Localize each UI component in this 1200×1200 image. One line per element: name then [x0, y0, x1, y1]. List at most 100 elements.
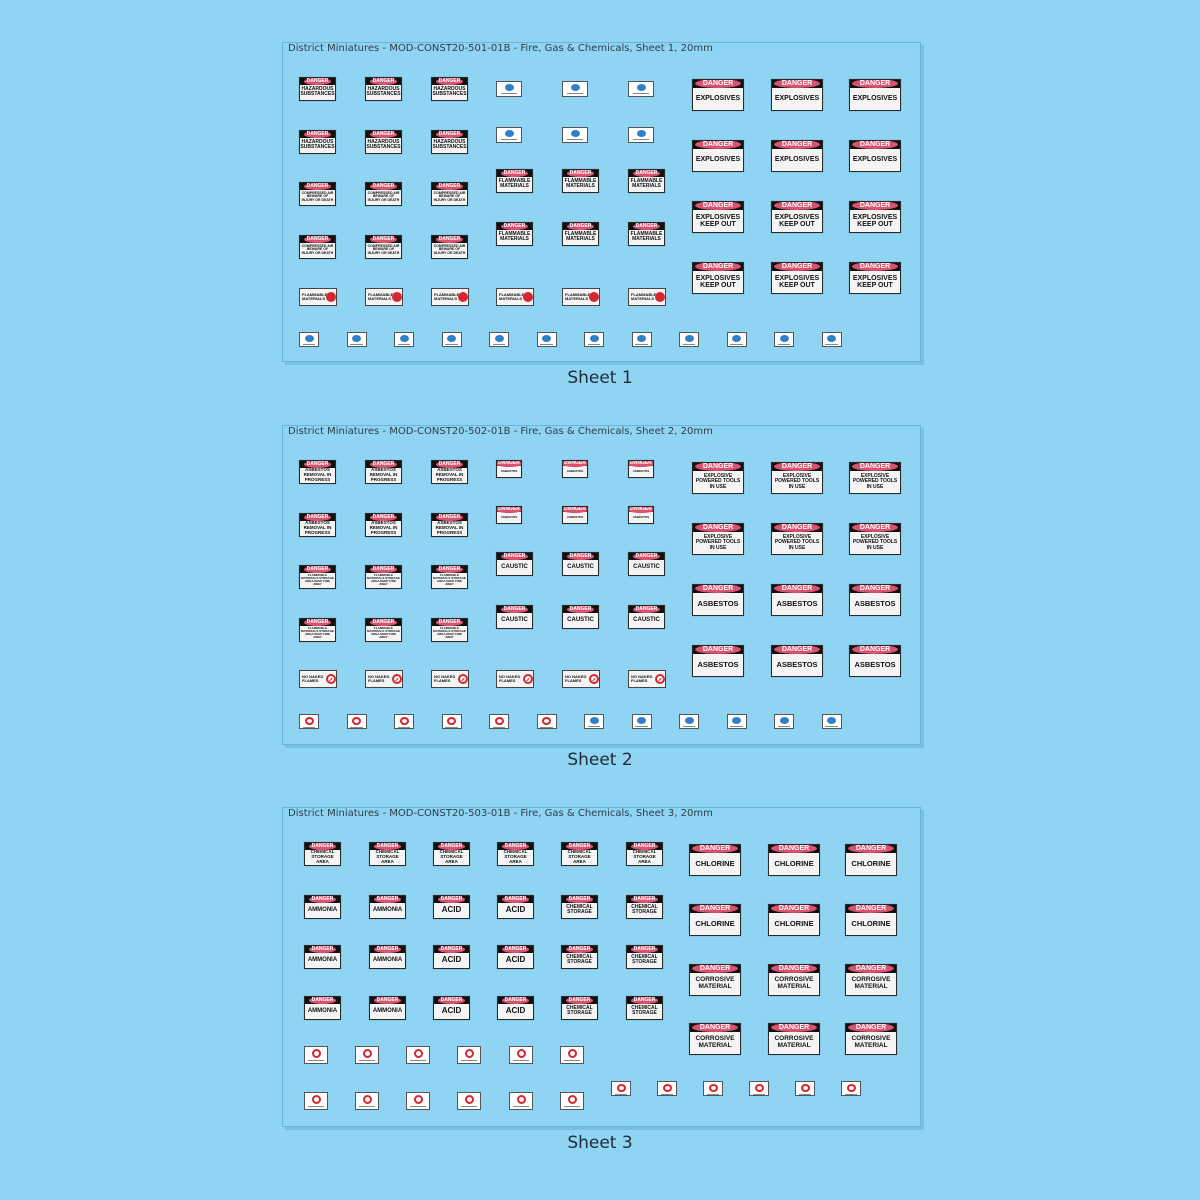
danger-sign-header-label: DANGER: [630, 896, 659, 903]
danger-sign: DANGER CHEMICAL STORAGE: [561, 996, 598, 1020]
danger-sign-text: CHEMICAL STORAGE AREA: [310, 849, 335, 864]
danger-sign: DANGER CHEMICAL STORAGE: [626, 895, 663, 919]
danger-sign: DANGER EXPLOSIVES: [771, 140, 823, 172]
mandatory-sign-icon: [628, 81, 654, 97]
danger-sign-header-label: DANGER: [773, 524, 821, 533]
danger-sign: DANGER HAZARDOUS SUBSTANCES: [365, 130, 402, 154]
symbol-sign-text: FLAMMABLE MATERIALS: [565, 292, 591, 301]
danger-sign-text: ASBESTOS: [566, 468, 584, 473]
sign-symbol: [311, 1095, 321, 1104]
danger-sign-text: FLAMMABLE MATERIALS STORAGE AREA KEEP FI…: [433, 626, 466, 640]
danger-sign: DANGER CHLORINE: [845, 844, 897, 876]
danger-sign-header-label: DANGER: [851, 141, 899, 150]
sign-symbol: [754, 1084, 764, 1093]
danger-sign-header: DANGER: [850, 80, 900, 89]
danger-sign-header: DANGER: [562, 896, 597, 903]
sheet-caption: Sheet 1: [567, 368, 633, 388]
danger-sign-header-label: DANGER: [773, 646, 821, 655]
danger-sign: DANGER CHEMICAL STORAGE: [561, 895, 598, 919]
danger-sign-header: DANGER: [498, 896, 533, 903]
danger-sign-text: ACID: [441, 955, 462, 965]
danger-sign-text: FLAMMABLE MATERIALS STORAGE AREA KEEP FI…: [433, 573, 466, 587]
prohibition-sign-icon: [394, 714, 414, 729]
danger-sign-text: EXPLOSIVE POWERED TOOLS IN USE: [774, 534, 820, 551]
danger-sign-header: DANGER: [769, 1024, 819, 1033]
prohibition-sign-icon: [355, 1092, 379, 1110]
fire-icon: [326, 292, 336, 302]
sign-caption-line: [445, 727, 458, 728]
danger-sign: DANGER EXPLOSIVES KEEP OUT: [771, 201, 823, 233]
danger-sign: DANGER FLAMMABLE MATERIALS STORAGE AREA K…: [299, 565, 336, 589]
symbol-sign: NO NAKED FLAMES: [299, 670, 337, 688]
danger-sign: DANGER CHEMICAL STORAGE AREA: [369, 842, 406, 866]
danger-sign-header: DANGER: [846, 965, 896, 974]
danger-sign-header: DANGER: [629, 507, 653, 513]
sign-caption-line: [302, 727, 316, 728]
danger-sign-header: DANGER: [497, 223, 532, 230]
danger-sign-text: HAZARDOUS SUBSTANCES: [432, 139, 467, 151]
danger-sign-text: COMPRESSED AIR BEWARE OF INJURY OR DEATH: [301, 190, 334, 203]
danger-sign-text: FLAMMABLE MATERIALS: [630, 231, 663, 243]
danger-sign-header: DANGER: [769, 965, 819, 974]
danger-sign-header: DANGER: [498, 946, 533, 953]
danger-sign-text: CAUSTIC: [567, 564, 594, 571]
symbol-sign: FLAMMABLE MATERIALS: [628, 288, 666, 306]
danger-sign-header: DANGER: [432, 131, 467, 138]
sheet-caption: Sheet 3: [567, 1133, 633, 1153]
danger-sign: DANGER CORROSIVE MATERIAL: [689, 964, 741, 996]
danger-sign-header-label: DANGER: [369, 78, 398, 85]
prohibition-sign-icon: [657, 1081, 677, 1096]
mandatory-sign-icon: [299, 332, 319, 347]
danger-sign-header-label: DANGER: [435, 514, 464, 521]
mandatory-sign-icon: [774, 714, 794, 729]
danger-sign-header: DANGER: [305, 843, 340, 850]
sign-caption-line: [635, 726, 648, 727]
danger-sign-header-label: DANGER: [630, 997, 659, 1004]
danger-sign-header-label: DANGER: [565, 896, 594, 903]
danger-sign-text: AMMONIA: [372, 957, 403, 964]
danger-sign-header-label: DANGER: [566, 553, 595, 560]
danger-sign: DANGER FLAMMABLE MATERIALS: [628, 169, 665, 193]
danger-sign-header: DANGER: [850, 646, 900, 655]
danger-sign: DANGER ASBESTOS REMOVAL IN PROGRESS: [299, 513, 336, 537]
sign-caption-line: [632, 139, 650, 140]
danger-sign-header: DANGER: [629, 553, 664, 560]
sign-caption-line: [410, 1106, 426, 1107]
danger-sign-header: DANGER: [562, 946, 597, 953]
sign-caption-line: [492, 344, 506, 345]
symbol-sign-text: FLAMMABLE MATERIALS: [434, 292, 460, 301]
prohibition-sign-icon: [406, 1046, 430, 1064]
sign-caption-line: [566, 93, 584, 94]
danger-sign-text: ASBESTOS: [632, 468, 650, 473]
danger-sign-text: EXPLOSIVES: [695, 156, 741, 164]
danger-sign-header-label: DANGER: [851, 263, 899, 272]
sign-symbol: [362, 1049, 372, 1058]
danger-sign: DANGER ASBESTOS REMOVAL IN PROGRESS: [431, 513, 468, 537]
danger-sign: DANGER FLAMMABLE MATERIALS: [496, 222, 533, 246]
danger-sign-header: DANGER: [300, 514, 335, 521]
sign-caption-line: [397, 344, 411, 345]
danger-sign-header: DANGER: [850, 463, 900, 472]
danger-sign: DANGER CAUSTIC: [628, 552, 665, 576]
sign-symbol: [570, 130, 580, 137]
mandatory-sign-icon: [631, 332, 652, 347]
danger-sign: DANGER HAZARDOUS SUBSTANCES: [431, 77, 468, 101]
danger-sign-header-label: DANGER: [435, 236, 464, 243]
sign-symbol: [464, 1049, 474, 1058]
danger-sign-header: DANGER: [772, 585, 822, 594]
danger-sign-header: DANGER: [300, 78, 335, 85]
danger-sign-header-label: DANGER: [770, 905, 818, 914]
sign-caption-line: [461, 1106, 477, 1107]
danger-sign-header-label: DANGER: [308, 896, 337, 903]
danger-sign-header: DANGER: [772, 524, 822, 533]
danger-sign-header: DANGER: [563, 606, 598, 613]
danger-sign-text: CHEMICAL STORAGE: [631, 954, 658, 966]
danger-sign-header: DANGER: [498, 843, 533, 850]
danger-sign: DANGER FLAMMABLE MATERIALS STORAGE AREA K…: [365, 565, 402, 589]
danger-sign-text: EXPLOSIVE POWERED TOOLS IN USE: [852, 534, 898, 551]
danger-sign: DANGER AMMONIA: [369, 895, 406, 919]
danger-sign-header: DANGER: [300, 461, 335, 468]
sign-caption-line: [844, 1094, 858, 1095]
danger-sign-header: DANGER: [497, 553, 532, 560]
danger-sign-header: DANGER: [562, 843, 597, 850]
